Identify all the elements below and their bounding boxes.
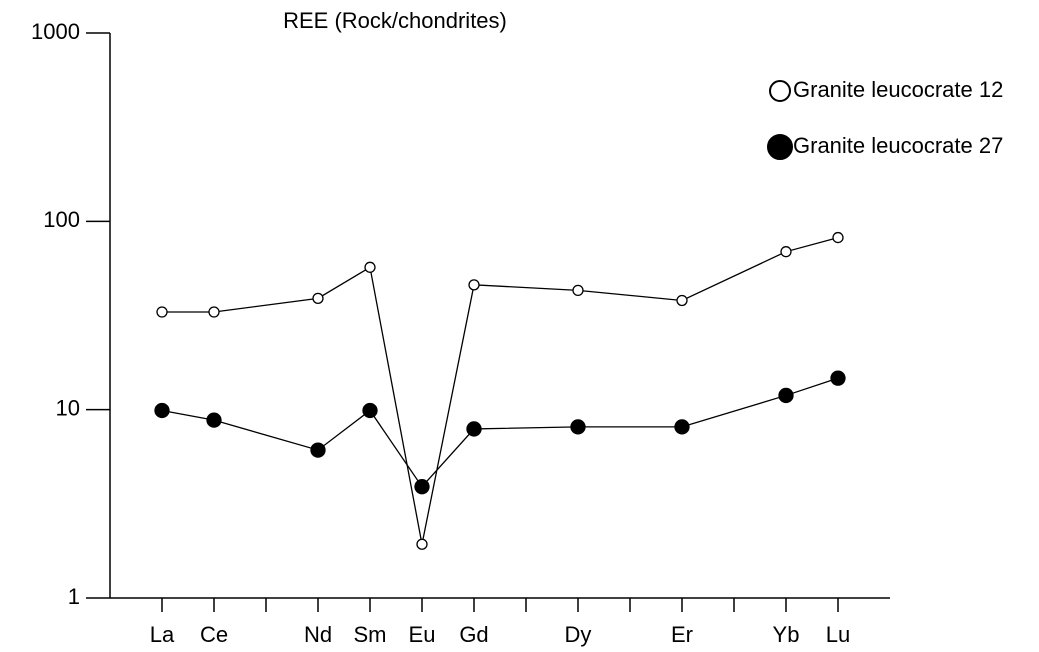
x-tick-label: Dy [565, 622, 592, 647]
legend-label: Granite leucocrate 27 [793, 133, 1003, 158]
y-tick-label: 100 [43, 207, 80, 232]
data-point [312, 292, 324, 304]
x-tick-label: Er [671, 622, 693, 647]
data-point [310, 442, 326, 458]
legend-marker [767, 134, 793, 160]
data-point [416, 538, 428, 550]
x-tick-label: Ce [200, 622, 228, 647]
data-point [676, 294, 688, 307]
data-point [468, 279, 480, 291]
x-tick-label: Sm [354, 622, 387, 647]
data-point [208, 306, 220, 318]
data-point [362, 402, 378, 419]
y-tick-label: 1000 [31, 19, 80, 44]
data-point [154, 402, 170, 419]
data-point [778, 387, 794, 404]
data-point [206, 412, 222, 428]
data-point [156, 306, 168, 318]
y-tick-label: 1 [68, 584, 80, 609]
x-tick-label: La [150, 622, 175, 647]
data-point [364, 261, 376, 273]
data-point [414, 479, 430, 495]
x-tick-label: Gd [459, 622, 488, 647]
data-point [830, 370, 846, 386]
x-tick-label: Eu [409, 622, 436, 647]
data-point [570, 419, 586, 435]
data-point [674, 419, 690, 435]
data-point [832, 231, 844, 244]
x-tick-label: Lu [826, 622, 850, 647]
x-tick-label: Nd [304, 622, 332, 647]
legend-label: Granite leucocrate 12 [793, 77, 1003, 102]
data-point [780, 246, 792, 258]
chart-title: REE (Rock/chondrites) [283, 8, 507, 33]
data-point [572, 284, 584, 297]
data-point [466, 421, 482, 437]
legend-marker [769, 80, 791, 102]
y-tick-label: 10 [56, 395, 80, 420]
series-line [161, 377, 839, 488]
series-line [162, 236, 839, 545]
x-tick-label: Yb [773, 622, 800, 647]
